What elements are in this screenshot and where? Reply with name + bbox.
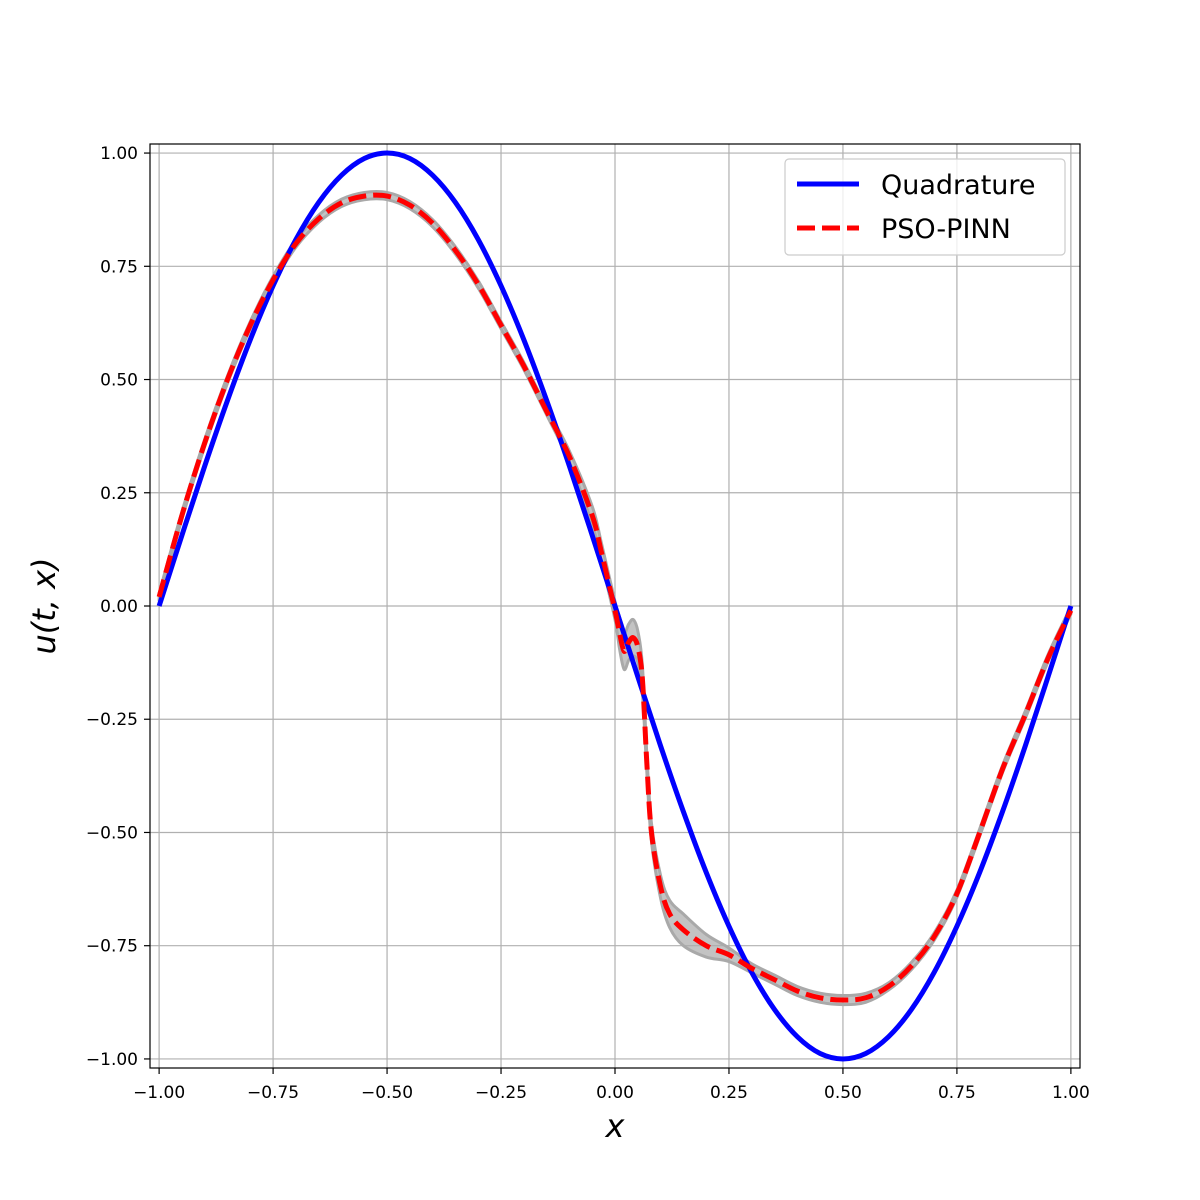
y-tick-label: −0.75 — [86, 937, 138, 957]
y-tick-label: −0.50 — [86, 823, 138, 843]
x-tick-label: 1.00 — [1052, 1083, 1090, 1103]
y-axis-title: u(t, x) — [25, 557, 63, 654]
y-tick-label: 0.75 — [100, 257, 138, 277]
y-tick-label: 1.00 — [100, 144, 138, 164]
y-tick-label: 0.25 — [100, 484, 138, 504]
y-tick-label: 0.00 — [100, 597, 138, 617]
x-tick-label: 0.25 — [710, 1083, 748, 1103]
x-tick-label: 0.50 — [824, 1083, 862, 1103]
y-tick-label: −0.25 — [86, 710, 138, 730]
legend: Quadrature PSO-PINN — [784, 158, 1066, 256]
series-line-pso-pinn — [156, 192, 1074, 1003]
legend-label-pso-pinn: PSO-PINN — [881, 214, 1011, 245]
x-axis-title: x — [605, 1107, 626, 1145]
x-tick-label: 0.00 — [596, 1083, 634, 1103]
x-tick-label: −0.75 — [247, 1083, 299, 1103]
x-tick-label: −0.50 — [361, 1083, 413, 1103]
axis-ticks: −1.00 −0.75 −0.50 −0.25 0.00 0.25 0.50 0.75 1.00… — [86, 144, 1090, 1103]
y-tick-label: 0.50 — [100, 371, 138, 391]
x-tick-label: −0.25 — [475, 1083, 527, 1103]
y-tick-label: −1.00 — [86, 1050, 138, 1070]
x-tick-label: 0.75 — [938, 1083, 976, 1103]
series-line-quadrature — [156, 150, 1074, 1062]
legend-label-quadrature: Quadrature — [881, 170, 1036, 201]
series-lines — [156, 150, 1074, 1062]
x-tick-label: −1.00 — [133, 1083, 185, 1103]
